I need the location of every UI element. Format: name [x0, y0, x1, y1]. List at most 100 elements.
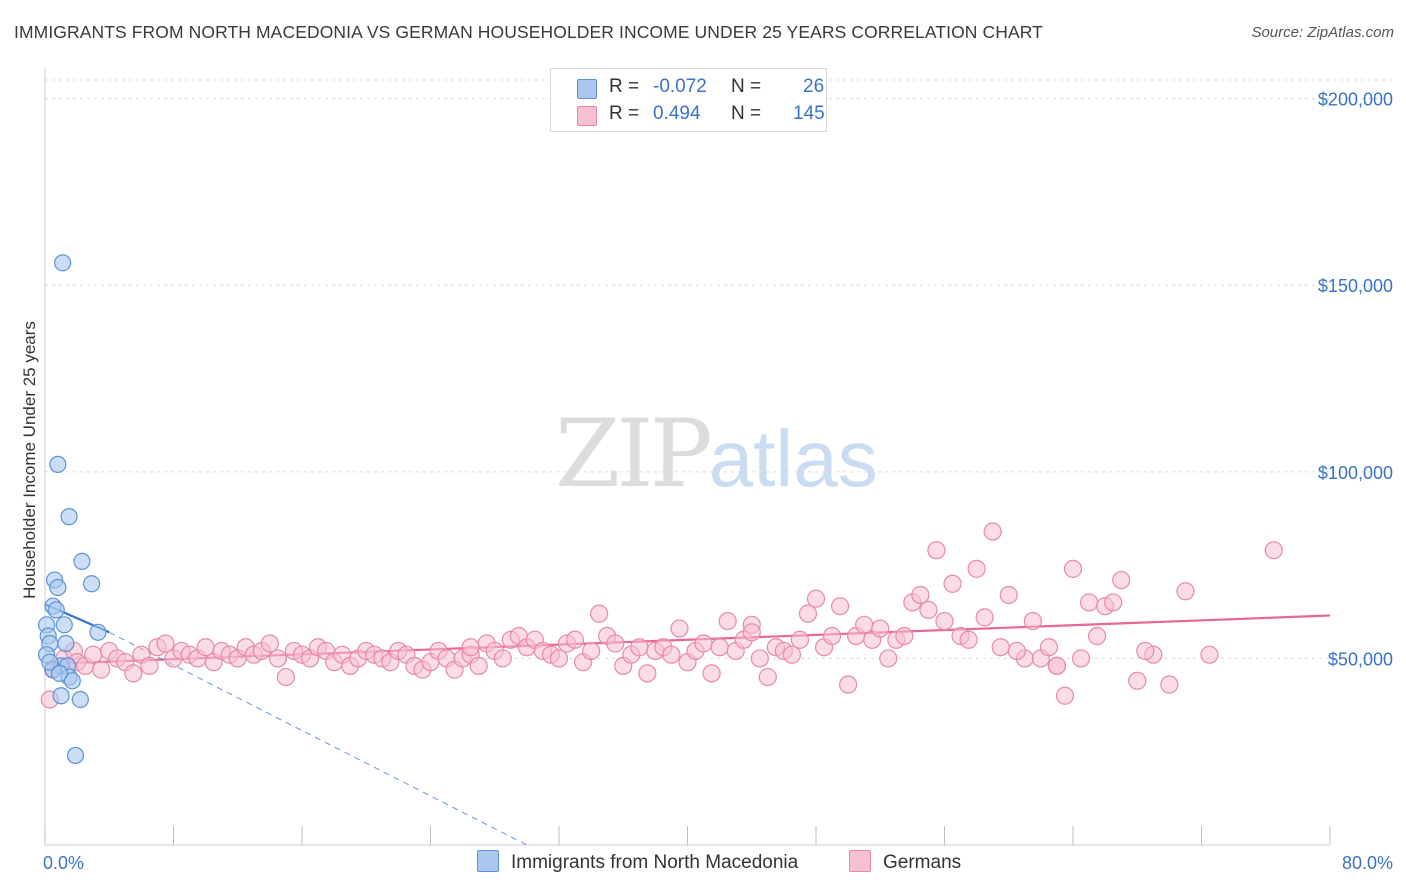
german-point	[590, 604, 609, 623]
german-point	[991, 638, 1010, 657]
german-point	[1160, 675, 1179, 694]
german-point	[879, 649, 898, 668]
german-point	[999, 585, 1018, 605]
bottom-legend-blue: Immigrants from North Macedonia	[477, 850, 798, 874]
blue-swatch	[577, 79, 597, 99]
german-point	[694, 634, 713, 653]
german-point	[1128, 671, 1147, 690]
y-tick-label: $100,000	[1318, 463, 1393, 483]
watermark: ZIPatlas	[555, 400, 878, 509]
german-point	[798, 604, 818, 623]
x-tick-label-max: 80.0%	[1342, 853, 1393, 873]
german-point	[750, 649, 769, 668]
axes	[44, 68, 1331, 846]
german-point	[156, 634, 175, 653]
legend-n-value-pink: 145	[793, 103, 825, 124]
macedonia-point	[89, 623, 107, 641]
macedonia-point	[50, 664, 69, 682]
legend-r-label: R =	[609, 103, 640, 124]
german-point	[1007, 641, 1026, 661]
german-point	[1071, 649, 1091, 668]
bottom-legend-pink: Germans	[849, 850, 961, 874]
blue-legend-swatch	[477, 850, 499, 872]
pink-swatch	[577, 106, 597, 126]
german-point	[1112, 570, 1131, 590]
german-point	[935, 611, 954, 631]
german-point	[871, 619, 890, 638]
german-point	[895, 626, 914, 646]
macedonia-point	[49, 578, 67, 597]
macedonia-point	[49, 455, 67, 473]
macedonia-point	[82, 575, 101, 593]
german-point	[493, 649, 512, 668]
german-point	[911, 585, 930, 605]
macedonia-trend-extension	[109, 631, 528, 846]
macedonia-point	[57, 634, 75, 653]
german-point	[260, 634, 279, 653]
chart-title: IMMIGRANTS FROM NORTH MACEDONIA VS GERMA…	[14, 22, 1043, 42]
german-point	[710, 638, 729, 657]
german-point	[1023, 611, 1042, 631]
german-point	[469, 656, 488, 675]
blue-legend-label: Immigrants from North Macedonia	[511, 852, 799, 873]
german-point	[927, 541, 946, 560]
german-point	[1176, 582, 1195, 601]
german-point	[822, 626, 842, 646]
german-point	[943, 574, 962, 593]
german-point	[1047, 656, 1067, 675]
macedonia-point	[63, 672, 81, 690]
german-point	[1104, 593, 1123, 612]
data-points	[38, 254, 1283, 765]
macedonia-point	[47, 601, 65, 619]
correlation-legend: R = -0.072 N = 26 R = 0.494 N = 145	[550, 68, 827, 132]
macedonia-point	[60, 508, 78, 526]
german-point	[606, 634, 625, 653]
german-point	[276, 667, 296, 687]
german-point	[549, 649, 569, 668]
german-point	[1200, 645, 1219, 664]
german-point	[758, 667, 777, 687]
macedonia-point	[66, 746, 85, 765]
german-point	[196, 638, 215, 657]
pink-legend-swatch	[849, 850, 871, 872]
german-point	[92, 660, 111, 679]
german-point	[702, 664, 721, 683]
y-tick-label: $50,000	[1328, 649, 1393, 669]
german-point	[461, 638, 480, 657]
trend-lines	[44, 603, 1331, 846]
y-tick-label: $150,000	[1318, 276, 1393, 296]
y-tick-label: $200,000	[1318, 90, 1393, 110]
x-tick-label-min: 0.0%	[43, 853, 84, 873]
german-point	[983, 522, 1002, 541]
german-point	[268, 649, 288, 668]
german-point	[959, 630, 978, 649]
pink-legend-label: Germans	[883, 852, 962, 873]
german-point	[662, 645, 681, 664]
german-point	[124, 664, 143, 683]
legend-n-label: N =	[731, 103, 762, 124]
german-point	[782, 645, 802, 664]
german-point	[1063, 559, 1083, 578]
legend-r-value-blue: -0.072	[653, 76, 707, 97]
german-point	[830, 597, 850, 616]
german-point	[582, 641, 601, 661]
german-point	[839, 675, 858, 694]
macedonia-point	[54, 254, 72, 272]
axis-tick-labels: $50,000 $100,000 $150,000 $200,000 0.0% 80.0%	[43, 90, 1393, 873]
german-point	[919, 600, 938, 620]
german-point	[1055, 686, 1075, 705]
german-point	[630, 638, 649, 657]
watermark-atlas: atlas	[708, 414, 878, 503]
german-point	[670, 619, 689, 638]
german-point	[718, 611, 737, 631]
macedonia-point	[55, 616, 73, 634]
german-point	[1087, 626, 1107, 646]
german-point	[84, 645, 103, 664]
source-credit: Source: ZipAtlas.com	[1251, 24, 1394, 41]
gridlines	[45, 79, 1395, 659]
german-point	[855, 615, 874, 634]
macedonia-point	[71, 690, 89, 709]
german-point	[975, 608, 994, 627]
german-point	[140, 656, 159, 675]
